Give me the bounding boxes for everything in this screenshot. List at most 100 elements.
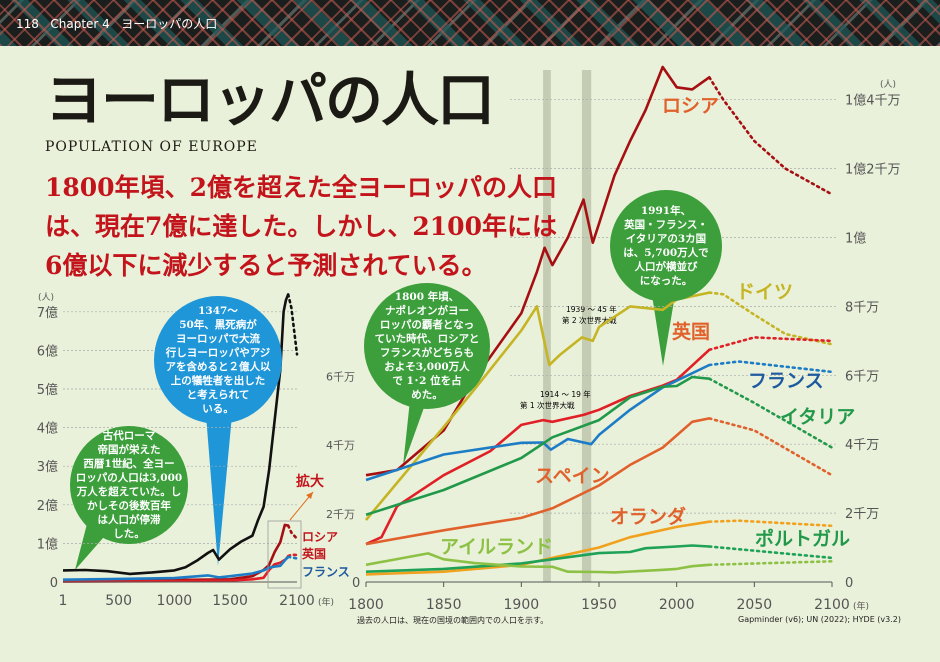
series-label-portugal: ポルトガル (755, 527, 850, 550)
projection-line-uk (286, 553, 299, 558)
callout-line: になった。 (639, 275, 693, 287)
y-tick-label: 8千万 (845, 300, 879, 315)
series-label-uk: 英国 (672, 320, 710, 343)
callout-line: ヨーロッパで大流 (176, 333, 260, 345)
x-tick-label: 1000 (157, 593, 193, 609)
series-line-ireland (365, 552, 710, 574)
war-label: 第 1 次世界大戦 (520, 400, 575, 410)
series-label-france: フランス (748, 370, 824, 392)
headline-line: は、現在7億に達した。しかし、2100年には (45, 212, 557, 241)
series-label-italy: イタリア (780, 406, 855, 428)
y-tick-label-left: 0 (352, 576, 360, 591)
callout-line: およそ3,000万人 (384, 361, 470, 373)
y-tick-label: 1億 (37, 536, 58, 552)
header-banner: 118 Chapter 4 ヨーロッパの人口 (0, 0, 940, 46)
callout-line: 万人を超えていた。し (76, 486, 182, 498)
x-tick-label: 1800 (348, 597, 384, 613)
callout-line: 西暦1世紀、全ヨー (83, 458, 175, 470)
war-label: 1914 ～ 19 年 (540, 389, 591, 399)
y-tick-label-left: 6千万 (326, 370, 355, 383)
callout-line: 行しヨーロッパやアジ (165, 347, 271, 359)
callout-line: 上の犠牲者を出した (170, 375, 266, 387)
zoom-box (267, 520, 302, 589)
callout-line: 人口が横並び (634, 261, 698, 273)
series-label-germany: ドイツ (736, 281, 793, 303)
page-number: 118 (16, 17, 39, 31)
series-line-europe (62, 293, 290, 576)
series-label-uk: 英国 (302, 546, 326, 561)
projection-line-russia (286, 524, 299, 541)
series-line-france (365, 363, 710, 482)
y-tick-label: 2億 (37, 498, 58, 514)
page-subtitle: POPULATION OF EUROPE (45, 139, 258, 155)
callout-tail (206, 415, 232, 566)
series-label-netherlands: オランダ (610, 505, 686, 528)
projection-line-russia (707, 76, 834, 196)
war-band (581, 70, 592, 582)
y-tick-label: 1億2千万 (845, 162, 901, 178)
footnote: 過去の人口は、現在の国境の範囲内での人口を示す。 (357, 616, 549, 625)
arrow-head-icon (306, 492, 313, 499)
y-tick-label: 4千万 (845, 438, 879, 453)
x-tick-label: 500 (105, 593, 132, 609)
callout-tail (652, 295, 675, 366)
zoom-label: 拡大 (296, 473, 324, 490)
callout-line: 帝国が栄えた (97, 444, 161, 456)
series-line-germany (365, 291, 710, 521)
y-tick-label: 7億 (37, 305, 58, 321)
war-label: 1939 ～ 45 年 (566, 304, 617, 314)
series-line-spain (365, 417, 710, 546)
projection-line-germany (707, 291, 834, 346)
series-label-russia: ロシア (302, 530, 338, 544)
callout-line: した。 (113, 528, 145, 540)
callout-line: で 1･2 位を占 (392, 375, 462, 387)
y-tick-label: 1億 (845, 231, 866, 247)
x-tick-label: 1850 (426, 597, 462, 613)
running-header: 118 Chapter 4 ヨーロッパの人口 (16, 15, 217, 32)
series-label-ireland: アイルランド (440, 536, 553, 558)
callout-line: は人口が停滞 (97, 514, 161, 526)
y-tick-label-left: 4千万 (326, 439, 355, 452)
callout-line: 古代ローマ (102, 430, 156, 442)
callout-line: イタリアの3カ国 (625, 233, 707, 245)
y-tick-label: 3億 (37, 459, 58, 475)
napoleon-callout: 1800 年頃、 ナポレオンがヨー ロッパの覇者となっ ていた時代、ロシアと フランスが… (364, 283, 490, 409)
y-tick-label: 1億4千万 (845, 93, 901, 109)
1991-callout: 1991年、 英国・フランス・ イタリアの3カ国 は、5,700万人で 人口が横並び にな… (610, 190, 722, 302)
callout-line: 1347～ (198, 305, 238, 317)
x-tick-label: 2100 (279, 593, 315, 609)
roman-callout: 古代ローマ帝国が栄えた西暦1世紀、全ヨー ロッパの人口は3,000 万人を超えていた… (70, 426, 188, 544)
callout-tail (403, 400, 426, 466)
y-tick-label: 6千万 (845, 369, 879, 384)
series-label-france: フランス (302, 565, 350, 579)
y-unit: (人) (880, 79, 896, 90)
series-label-russia: ロシア (662, 95, 719, 117)
y-tick-label: 6億 (37, 343, 58, 359)
projection-line-ireland (707, 559, 834, 567)
series-line-italy (365, 375, 710, 517)
series-label-spain: スペイン (535, 465, 610, 487)
x-tick-label: 1900 (504, 597, 540, 613)
headline-line: 6億以下に減少すると予測されている。 (45, 251, 487, 280)
callout-line: アを含めると２億人以 (165, 361, 271, 373)
headline-line: 1800年頃、2億を超えた全ヨーロッパの人口 (45, 173, 557, 202)
x-tick-label: 1 (59, 593, 68, 609)
chapter-label: Chapter 4 (50, 17, 110, 31)
series-line-netherlands (365, 520, 710, 576)
y-tick-label: 2千万 (845, 507, 879, 522)
x-unit: (年) (853, 600, 869, 612)
callout-line: いる。 (202, 403, 234, 415)
callout-line: ナポレオンがヨー (385, 305, 469, 317)
callout-line: めた。 (411, 389, 443, 401)
series-line-france (62, 555, 290, 581)
y-tick-label: 0 (845, 576, 853, 591)
x-tick-label: 1950 (581, 597, 617, 613)
callout-line: ロッパの人口は3,000 (75, 472, 183, 484)
y-tick-label: 0 (50, 576, 58, 591)
callout-line: フランスがどちらも (379, 347, 475, 359)
y-unit: (人) (38, 292, 54, 303)
projection-line-italy (707, 377, 834, 449)
callout-line: と考えられて (186, 389, 250, 401)
y-tick-label: 4億 (37, 421, 58, 437)
